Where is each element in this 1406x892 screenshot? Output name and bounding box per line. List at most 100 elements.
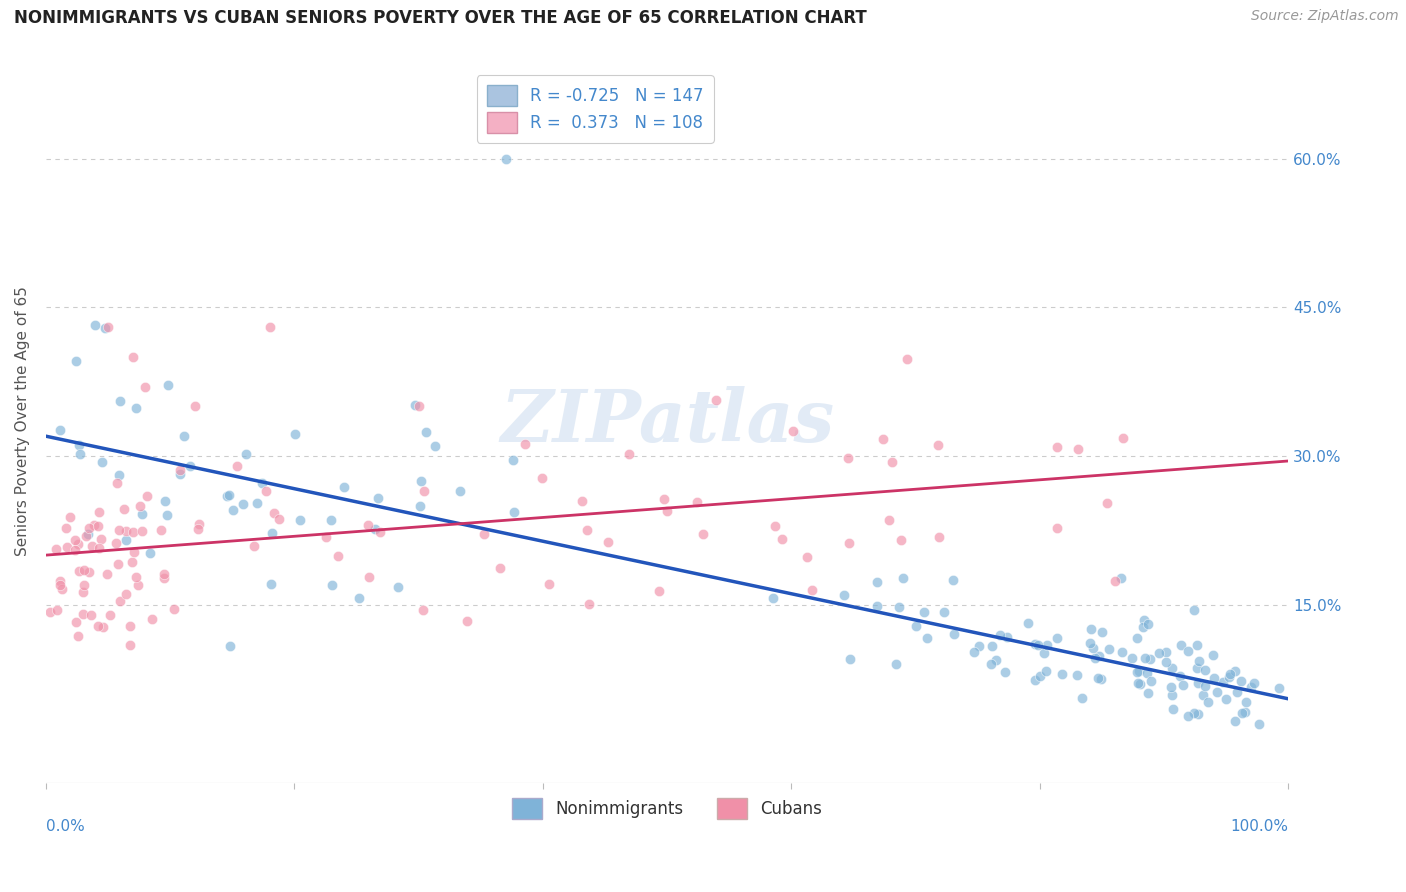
Nonimmigrants	[157, 378, 180, 392]
Nonimmigrants	[232, 497, 254, 511]
Cubans	[114, 587, 136, 601]
Nonimmigrants	[1078, 635, 1101, 649]
Cubans	[75, 529, 97, 543]
Nonimmigrants	[1194, 679, 1216, 693]
Cubans	[125, 569, 148, 583]
Nonimmigrants	[363, 523, 385, 537]
Cubans	[67, 537, 90, 551]
Cubans	[412, 603, 434, 617]
Nonimmigrants	[1136, 666, 1159, 681]
Nonimmigrants	[215, 489, 238, 503]
Nonimmigrants	[1240, 680, 1263, 694]
Cubans	[408, 400, 430, 414]
Cubans	[48, 574, 70, 588]
Cubans	[838, 535, 860, 549]
Nonimmigrants	[449, 484, 471, 499]
Cubans	[107, 557, 129, 571]
Nonimmigrants	[1087, 649, 1109, 664]
Nonimmigrants	[1168, 669, 1191, 683]
Nonimmigrants	[107, 468, 129, 483]
Nonimmigrants	[1225, 664, 1247, 678]
Nonimmigrants	[1192, 688, 1215, 702]
Nonimmigrants	[125, 401, 148, 415]
Cubans	[72, 584, 94, 599]
Cubans	[315, 530, 337, 544]
Cubans	[96, 566, 118, 581]
Cubans	[59, 509, 82, 524]
Nonimmigrants	[1215, 692, 1237, 706]
Nonimmigrants	[1147, 646, 1170, 660]
Nonimmigrants	[347, 591, 370, 605]
Nonimmigrants	[1201, 648, 1223, 662]
Nonimmigrants	[367, 491, 389, 505]
Cubans	[368, 525, 391, 540]
Nonimmigrants	[139, 546, 162, 560]
Nonimmigrants	[284, 426, 307, 441]
Cubans	[127, 577, 149, 591]
Nonimmigrants	[1173, 678, 1195, 692]
Nonimmigrants	[219, 639, 242, 653]
Nonimmigrants	[887, 599, 910, 614]
Nonimmigrants	[1035, 664, 1057, 678]
Y-axis label: Seniors Poverty Over the Age of 65: Seniors Poverty Over the Age of 65	[15, 286, 30, 557]
Nonimmigrants	[1028, 669, 1050, 683]
Cubans	[837, 451, 859, 466]
Cubans	[77, 521, 100, 535]
Nonimmigrants	[1234, 695, 1257, 709]
Cubans	[692, 527, 714, 541]
Cubans	[515, 437, 537, 451]
Nonimmigrants	[250, 476, 273, 491]
Cubans	[45, 542, 67, 557]
Nonimmigrants	[1226, 685, 1249, 699]
Nonimmigrants	[942, 574, 965, 588]
Cubans	[259, 320, 281, 334]
Cubans	[571, 494, 593, 508]
Nonimmigrants	[1128, 676, 1150, 690]
Nonimmigrants	[1187, 707, 1209, 722]
Cubans	[83, 518, 105, 533]
Nonimmigrants	[1212, 674, 1234, 689]
Nonimmigrants	[333, 480, 356, 494]
Text: Source: ZipAtlas.com: Source: ZipAtlas.com	[1251, 9, 1399, 23]
Cubans	[782, 424, 804, 438]
Nonimmigrants	[1194, 663, 1216, 677]
Text: NONIMMIGRANTS VS CUBAN SENIORS POVERTY OVER THE AGE OF 65 CORRELATION CHART: NONIMMIGRANTS VS CUBAN SENIORS POVERTY O…	[14, 9, 868, 27]
Cubans	[56, 541, 79, 555]
Cubans	[120, 619, 142, 633]
Cubans	[67, 629, 90, 643]
Nonimmigrants	[1161, 702, 1184, 716]
Nonimmigrants	[1121, 651, 1143, 665]
Cubans	[928, 530, 950, 544]
Cubans	[72, 607, 94, 622]
Nonimmigrants	[1154, 655, 1177, 669]
Nonimmigrants	[1129, 677, 1152, 691]
Cubans	[1046, 521, 1069, 535]
Nonimmigrants	[1267, 681, 1289, 695]
Cubans	[1067, 442, 1090, 456]
Cubans	[882, 455, 904, 469]
Cubans	[80, 539, 103, 553]
Nonimmigrants	[1182, 602, 1205, 616]
Cubans	[90, 532, 112, 546]
Nonimmigrants	[891, 571, 914, 585]
Cubans	[162, 602, 184, 616]
Cubans	[97, 320, 120, 334]
Cubans	[136, 489, 159, 503]
Nonimmigrants	[1243, 675, 1265, 690]
Nonimmigrants	[1132, 620, 1154, 634]
Nonimmigrants	[503, 505, 526, 519]
Nonimmigrants	[179, 458, 201, 473]
Nonimmigrants	[108, 393, 131, 408]
Nonimmigrants	[1187, 638, 1209, 652]
Nonimmigrants	[1128, 664, 1150, 678]
Nonimmigrants	[984, 652, 1007, 666]
Nonimmigrants	[411, 474, 433, 488]
Nonimmigrants	[1197, 695, 1219, 709]
Nonimmigrants	[980, 657, 1002, 672]
Nonimmigrants	[1024, 673, 1046, 688]
Nonimmigrants	[1233, 705, 1256, 719]
Cubans	[890, 533, 912, 547]
Nonimmigrants	[884, 657, 907, 672]
Nonimmigrants	[245, 496, 267, 510]
Nonimmigrants	[866, 599, 889, 613]
